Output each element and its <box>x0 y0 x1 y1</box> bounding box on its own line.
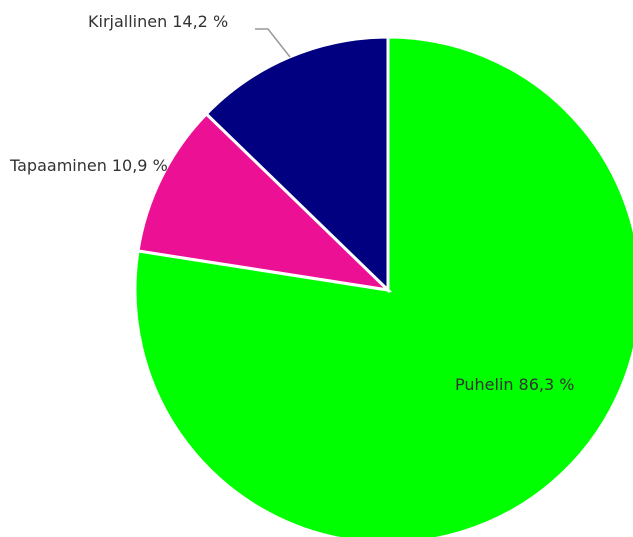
slice-label: Tapaaminen 10,9 % <box>9 156 168 175</box>
pie-slice <box>136 111 393 293</box>
value-label: 14,2 % <box>172 12 228 31</box>
pie-slice <box>133 35 633 537</box>
leader-line <box>255 28 291 58</box>
value-label: 10,9 % <box>112 156 168 175</box>
slice-label: Kirjallinen 14,2 % <box>88 12 228 31</box>
category-name: Kirjallinen <box>88 12 167 31</box>
category-name: Tapaaminen <box>9 156 107 175</box>
slice-label: Puhelin 86,3 % <box>455 375 574 394</box>
value-label: 86,3 % <box>519 375 575 394</box>
slices <box>133 35 633 537</box>
labels: Puhelin 86,3 % Tapaaminen 10,9 % Kirjallinen… <box>9 12 574 394</box>
category-name: Puhelin <box>455 375 514 394</box>
